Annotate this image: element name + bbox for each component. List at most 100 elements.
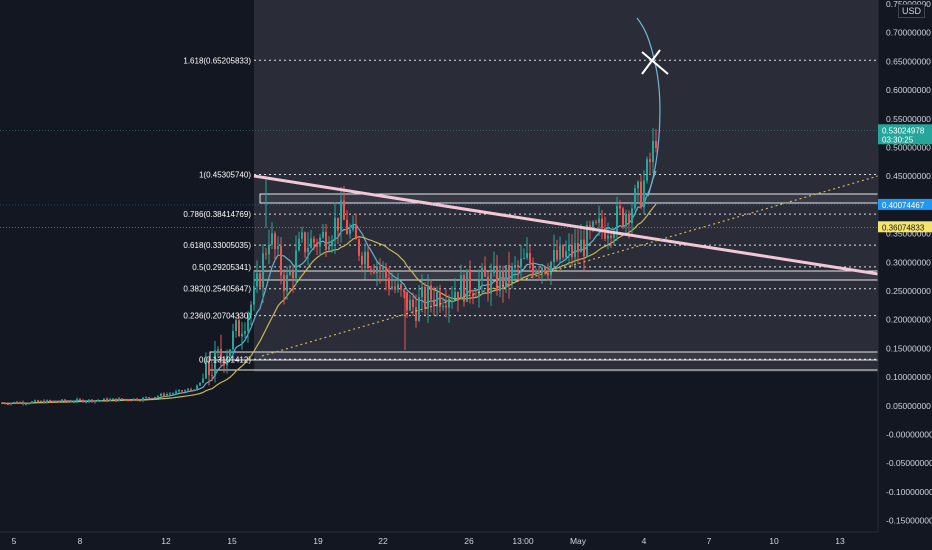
candle xyxy=(553,249,555,262)
candle xyxy=(220,349,222,359)
candle xyxy=(466,269,468,302)
candle xyxy=(517,265,519,268)
candle xyxy=(40,400,42,402)
candle xyxy=(391,286,393,289)
candle xyxy=(655,140,657,148)
candle xyxy=(121,398,123,400)
candle xyxy=(175,391,177,394)
support-trendline[interactable] xyxy=(261,175,879,357)
x-tick-label: May xyxy=(570,536,587,546)
candle xyxy=(583,239,585,257)
candle xyxy=(625,213,627,227)
candle xyxy=(163,393,165,396)
x-tick-label: 4 xyxy=(642,536,647,546)
candle xyxy=(226,355,228,366)
candle xyxy=(190,389,192,391)
y-tick-label: 0.10000000 xyxy=(886,372,931,382)
candle xyxy=(568,244,570,252)
candle xyxy=(457,291,459,300)
candle xyxy=(187,389,189,391)
candle xyxy=(268,244,270,255)
fib-zone xyxy=(254,0,878,372)
candle xyxy=(607,235,609,239)
candle xyxy=(16,402,18,404)
candle xyxy=(622,208,624,227)
candle xyxy=(343,200,345,220)
candle xyxy=(319,237,321,247)
candle xyxy=(85,401,87,403)
candle xyxy=(208,360,210,376)
x-tick-label: 26 xyxy=(464,536,474,546)
zone-rectangle[interactable] xyxy=(209,351,879,361)
candle xyxy=(67,401,69,403)
candle xyxy=(250,304,252,316)
candle xyxy=(136,398,138,401)
candle xyxy=(103,398,105,401)
candle xyxy=(283,275,285,292)
candle xyxy=(241,333,243,337)
target-marker[interactable] xyxy=(641,49,661,75)
y-tick-label: 0.60000000 xyxy=(886,85,931,95)
candle xyxy=(418,297,420,321)
candle xyxy=(346,219,348,234)
zone-rectangle[interactable] xyxy=(259,193,879,204)
candle xyxy=(265,253,267,255)
y-tick-label: 0.05000000 xyxy=(886,401,931,411)
candle xyxy=(352,224,354,230)
candle xyxy=(37,400,39,402)
candle xyxy=(496,265,498,291)
candle xyxy=(286,274,288,292)
candle xyxy=(313,238,315,243)
candle xyxy=(46,400,48,404)
candle xyxy=(139,400,141,402)
candle xyxy=(334,217,336,240)
candle xyxy=(73,401,75,403)
candle xyxy=(172,393,174,395)
candle xyxy=(415,307,417,321)
candle xyxy=(592,221,594,229)
candle xyxy=(316,242,318,247)
candle xyxy=(481,267,483,281)
candle xyxy=(595,221,597,223)
candle xyxy=(538,270,540,273)
price-badge[interactable] xyxy=(878,221,932,233)
price-badge[interactable] xyxy=(878,198,932,210)
candle xyxy=(88,399,90,402)
target-marker[interactable] xyxy=(641,51,669,75)
y-tick-label: 0.55000000 xyxy=(886,114,931,124)
candle xyxy=(205,360,207,379)
candle xyxy=(64,399,66,402)
candle xyxy=(421,286,423,298)
candle xyxy=(169,393,171,395)
x-tick-label: 12 xyxy=(161,536,171,546)
candle xyxy=(328,246,330,250)
candle xyxy=(247,315,249,332)
candle xyxy=(70,401,72,403)
x-tick-label: 5 xyxy=(12,536,17,546)
zone-rectangle[interactable] xyxy=(253,270,879,281)
candle xyxy=(376,266,378,274)
candle xyxy=(406,291,408,311)
candle xyxy=(454,291,456,298)
resistance-trendline[interactable] xyxy=(253,174,879,276)
x-tick-label: 8 xyxy=(78,536,83,546)
candle xyxy=(448,298,450,308)
candle xyxy=(541,267,543,273)
candle xyxy=(274,233,276,250)
projection-curve[interactable] xyxy=(636,17,661,197)
candle xyxy=(181,390,183,392)
currency-label[interactable]: USD xyxy=(898,4,926,18)
x-tick-label: 15 xyxy=(227,536,237,546)
candle xyxy=(184,390,186,392)
price-badge[interactable] xyxy=(878,124,932,145)
price-badge-value: 0.40074467 xyxy=(882,201,925,210)
candle xyxy=(307,247,309,253)
y-tick-label: 0.30000000 xyxy=(886,257,931,267)
candle xyxy=(445,305,447,308)
candle xyxy=(493,265,495,273)
candle xyxy=(349,229,351,234)
candle xyxy=(652,140,654,163)
candle xyxy=(499,270,501,291)
